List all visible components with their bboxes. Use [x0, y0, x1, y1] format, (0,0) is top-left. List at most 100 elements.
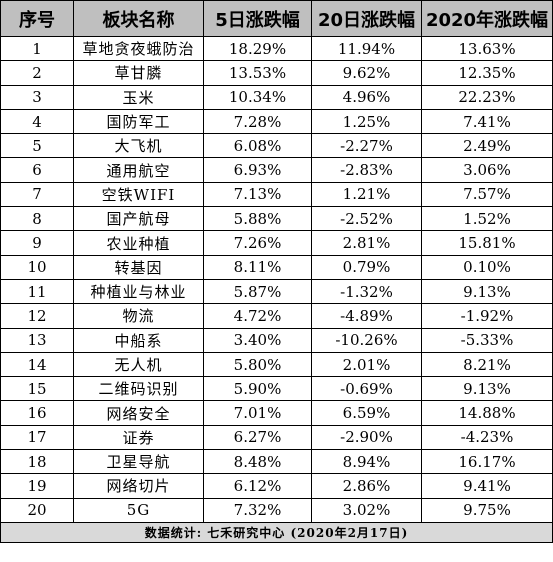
cell-2020-change: 9.75% — [421, 497, 553, 523]
table-row: 15 二维码识别 5.90% -0.69% 9.13% — [0, 376, 553, 402]
cell-index: 14 — [0, 351, 74, 378]
cell-2020-change: 7.57% — [421, 181, 553, 208]
cell-20day-change: 8.94% — [311, 449, 422, 475]
cell-5day-change: 7.28% — [203, 108, 312, 135]
header-20day-change: 20日涨跌幅 — [311, 0, 422, 37]
cell-20day-change: -2.52% — [311, 206, 422, 232]
cell-20day-change: 9.62% — [311, 60, 422, 86]
cell-index: 13 — [0, 327, 74, 353]
cell-2020-change: 2.49% — [421, 133, 553, 159]
cell-2020-change: 7.41% — [421, 108, 553, 135]
cell-2020-change: -5.33% — [421, 327, 553, 353]
cell-5day-change: 8.11% — [203, 254, 312, 280]
cell-2020-change: 1.52% — [421, 206, 553, 232]
cell-20day-change: -2.90% — [311, 424, 422, 451]
header-2020-change: 2020年涨跌幅 — [421, 0, 553, 37]
cell-5day-change: 6.93% — [203, 157, 312, 183]
table-row: 8 国产航母 5.88% -2.52% 1.52% — [0, 206, 553, 232]
cell-20day-change: 2.86% — [311, 473, 422, 499]
cell-sector-name: 大飞机 — [73, 133, 204, 159]
cell-sector-name: 5G — [73, 497, 204, 523]
cell-sector-name: 种植业与林业 — [73, 278, 204, 305]
cell-sector-name: 农业种植 — [73, 230, 204, 256]
table-row: 1 草地贪夜蛾防治 18.29% 11.94% 13.63% — [0, 35, 553, 62]
cell-index: 10 — [0, 254, 74, 280]
cell-index: 12 — [0, 303, 74, 329]
cell-20day-change: 1.25% — [311, 108, 422, 135]
cell-sector-name: 无人机 — [73, 351, 204, 378]
table-row: 19 网络切片 6.12% 2.86% 9.41% — [0, 473, 553, 499]
cell-sector-name: 玉米 — [73, 84, 204, 110]
cell-sector-name: 草甘膦 — [73, 60, 204, 86]
table-row: 3 玉米 10.34% 4.96% 22.23% — [0, 84, 553, 110]
cell-2020-change: 16.17% — [421, 449, 553, 475]
table-row: 14 无人机 5.80% 2.01% 8.21% — [0, 351, 553, 378]
cell-2020-change: 9.13% — [421, 278, 553, 305]
table-row: 2 草甘膦 13.53% 9.62% 12.35% — [0, 60, 553, 86]
cell-index: 20 — [0, 497, 74, 523]
cell-index: 8 — [0, 206, 74, 232]
cell-index: 5 — [0, 133, 74, 159]
table-row: 6 通用航空 6.93% -2.83% 3.06% — [0, 157, 553, 183]
cell-2020-change: 8.21% — [421, 351, 553, 378]
cell-5day-change: 18.29% — [203, 35, 312, 62]
cell-sector-name: 证券 — [73, 424, 204, 451]
cell-sector-name: 转基因 — [73, 254, 204, 280]
cell-2020-change: 15.81% — [421, 230, 553, 256]
cell-5day-change: 3.40% — [203, 327, 312, 353]
cell-sector-name: 网络切片 — [73, 473, 204, 499]
cell-5day-change: 6.08% — [203, 133, 312, 159]
cell-20day-change: 1.21% — [311, 181, 422, 208]
cell-sector-name: 空铁WIFI — [73, 181, 204, 208]
cell-5day-change: 8.48% — [203, 449, 312, 475]
cell-sector-name: 国产航母 — [73, 206, 204, 232]
cell-2020-change: -4.23% — [421, 424, 553, 451]
cell-sector-name: 国防军工 — [73, 108, 204, 135]
cell-index: 15 — [0, 376, 74, 402]
cell-index: 1 — [0, 35, 74, 62]
table-row: 5 大飞机 6.08% -2.27% 2.49% — [0, 133, 553, 159]
cell-20day-change: 2.01% — [311, 351, 422, 378]
table-row: 7 空铁WIFI 7.13% 1.21% 7.57% — [0, 181, 553, 208]
cell-sector-name: 二维码识别 — [73, 376, 204, 402]
cell-5day-change: 13.53% — [203, 60, 312, 86]
footer-row: 数据统计: 七禾研究中心 (2020年2月17日) — [0, 521, 553, 543]
cell-5day-change: 6.12% — [203, 473, 312, 499]
cell-5day-change: 6.27% — [203, 424, 312, 451]
header-5day-change: 5日涨跌幅 — [203, 0, 312, 37]
table-footer: 数据统计: 七禾研究中心 (2020年2月17日) — [0, 521, 553, 543]
cell-index: 9 — [0, 230, 74, 256]
cell-index: 3 — [0, 84, 74, 110]
cell-20day-change: -10.26% — [311, 327, 422, 353]
cell-20day-change: -4.89% — [311, 303, 422, 329]
cell-5day-change: 7.13% — [203, 181, 312, 208]
cell-20day-change: 6.59% — [311, 400, 422, 426]
sector-performance-table: 序号 板块名称 5日涨跌幅 20日涨跌幅 2020年涨跌幅 1 草地贪夜蛾防治 18… — [0, 0, 553, 543]
cell-index: 19 — [0, 473, 74, 499]
cell-5day-change: 5.87% — [203, 278, 312, 305]
cell-5day-change: 10.34% — [203, 84, 312, 110]
cell-index: 11 — [0, 278, 74, 305]
cell-index: 7 — [0, 181, 74, 208]
cell-sector-name: 卫星导航 — [73, 449, 204, 475]
cell-index: 4 — [0, 108, 74, 135]
cell-5day-change: 5.90% — [203, 376, 312, 402]
cell-sector-name: 草地贪夜蛾防治 — [73, 35, 204, 62]
cell-2020-change: 3.06% — [421, 157, 553, 183]
data-source-note: 数据统计: 七禾研究中心 (2020年2月17日) — [0, 521, 553, 543]
header-index: 序号 — [0, 0, 74, 37]
cell-sector-name: 物流 — [73, 303, 204, 329]
table-row: 20 5G 7.32% 3.02% 9.75% — [0, 497, 553, 523]
table-header: 序号 板块名称 5日涨跌幅 20日涨跌幅 2020年涨跌幅 — [0, 0, 553, 37]
table-body: 1 草地贪夜蛾防治 18.29% 11.94% 13.63% 2 草甘膦 13.53% 9.62… — [0, 35, 553, 523]
table-row: 13 中船系 3.40% -10.26% -5.33% — [0, 327, 553, 353]
cell-2020-change: 14.88% — [421, 400, 553, 426]
cell-2020-change: 9.41% — [421, 473, 553, 499]
cell-20day-change: -1.32% — [311, 278, 422, 305]
cell-index: 16 — [0, 400, 74, 426]
cell-20day-change: 0.79% — [311, 254, 422, 280]
cell-5day-change: 4.72% — [203, 303, 312, 329]
cell-20day-change: -2.83% — [311, 157, 422, 183]
cell-5day-change: 7.01% — [203, 400, 312, 426]
header-row: 序号 板块名称 5日涨跌幅 20日涨跌幅 2020年涨跌幅 — [0, 0, 553, 37]
